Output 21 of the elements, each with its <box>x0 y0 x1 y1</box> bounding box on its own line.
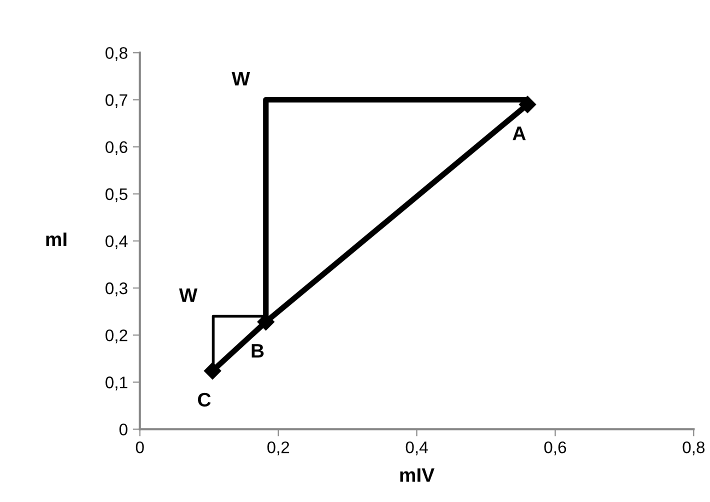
y-tick-label: 0,6 <box>106 141 128 156</box>
annotation: W <box>232 72 250 86</box>
annotation: B <box>252 344 264 358</box>
x-tick-label: 0,8 <box>682 441 705 456</box>
x-tick-label: 0,4 <box>406 441 428 456</box>
y-tick-label: 0,5 <box>106 188 128 202</box>
y-tick-label: 0,4 <box>106 235 128 250</box>
y-axis-title: mI <box>46 232 66 246</box>
y-tick-label: 0,3 <box>106 282 128 296</box>
annotation: W <box>179 288 198 302</box>
x-tick-label: 0,2 <box>267 441 290 456</box>
y-tick-label: 0 <box>119 424 128 436</box>
annotation: C <box>198 392 211 407</box>
y-tick-label: 0,1 <box>106 376 128 390</box>
y-tick-label: 0,2 <box>106 329 128 344</box>
x-tick-label: 0 <box>136 441 144 454</box>
y-tick-label: 0,8 <box>106 47 128 61</box>
y-tick-label: 0,7 <box>106 94 128 108</box>
x-axis-title: mIV <box>400 468 434 482</box>
annotation: A <box>512 126 526 140</box>
x-tick-label: 0,6 <box>544 441 566 456</box>
